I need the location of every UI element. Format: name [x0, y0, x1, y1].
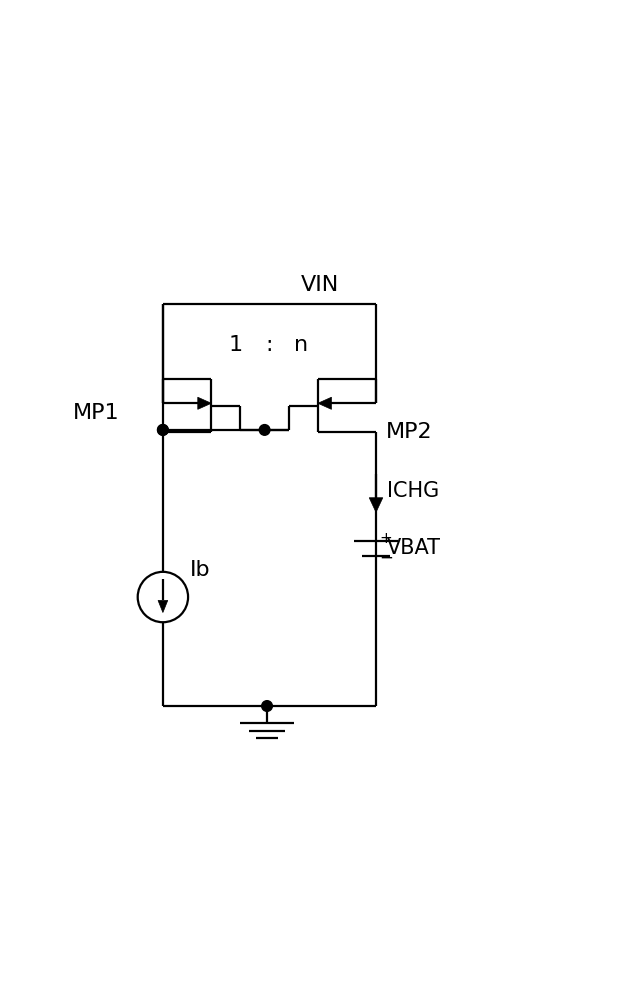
Text: ICHG: ICHG: [387, 481, 439, 501]
Polygon shape: [318, 397, 331, 409]
Circle shape: [158, 425, 168, 435]
Text: Ib: Ib: [189, 560, 210, 580]
Polygon shape: [369, 498, 382, 512]
Text: VIN: VIN: [301, 275, 339, 295]
Text: −: −: [379, 548, 393, 566]
Circle shape: [158, 425, 168, 435]
Circle shape: [262, 701, 272, 711]
Text: 1: 1: [229, 335, 242, 355]
Circle shape: [259, 425, 270, 435]
Text: VBAT: VBAT: [387, 538, 441, 558]
Text: :: :: [265, 335, 272, 355]
Text: MP1: MP1: [72, 403, 119, 423]
Text: MP2: MP2: [386, 422, 432, 442]
Polygon shape: [158, 600, 168, 613]
Text: n: n: [294, 335, 308, 355]
Text: +: +: [379, 531, 392, 546]
Polygon shape: [198, 397, 211, 409]
